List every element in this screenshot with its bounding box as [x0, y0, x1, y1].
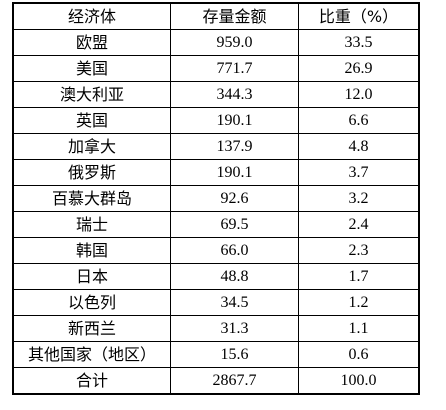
- cell-economy: 新西兰: [13, 315, 171, 342]
- table-row: 瑞士 69.5 2.4: [13, 211, 419, 238]
- table-row: 新西兰 31.3 1.1: [13, 315, 419, 342]
- cell-economy: 其他国家（地区）: [13, 341, 171, 368]
- cell-share: 2.3: [298, 237, 419, 264]
- cell-share: 1.1: [298, 315, 419, 342]
- cell-share: 3.2: [298, 185, 419, 212]
- cell-amount: 190.1: [170, 159, 299, 186]
- cell-amount: 92.6: [170, 185, 299, 212]
- cell-amount: 137.9: [170, 133, 299, 160]
- cell-amount: 34.5: [170, 289, 299, 316]
- cell-economy: 澳大利亚: [13, 81, 171, 108]
- header-economy: 经济体: [13, 3, 171, 30]
- cell-share: 26.9: [298, 55, 419, 82]
- table-row: 俄罗斯 190.1 3.7: [13, 159, 419, 186]
- cell-amount: 2867.7: [170, 367, 299, 394]
- cell-amount: 69.5: [170, 211, 299, 238]
- cell-share: 12.0: [298, 81, 419, 108]
- table-row: 欧盟 959.0 33.5: [13, 29, 419, 56]
- cell-share: 1.7: [298, 263, 419, 290]
- cell-amount: 48.8: [170, 263, 299, 290]
- table-total-row: 合计 2867.7 100.0: [13, 367, 419, 394]
- cell-economy: 合计: [13, 367, 171, 394]
- cell-share: 0.6: [298, 341, 419, 368]
- cell-economy: 日本: [13, 263, 171, 290]
- table-header-row: 经济体 存量金额 比重（%）: [13, 3, 419, 30]
- cell-amount: 771.7: [170, 55, 299, 82]
- table-row: 韩国 66.0 2.3: [13, 237, 419, 264]
- cell-economy: 俄罗斯: [13, 159, 171, 186]
- cell-share: 2.4: [298, 211, 419, 238]
- cell-economy: 欧盟: [13, 29, 171, 56]
- cell-amount: 959.0: [170, 29, 299, 56]
- cell-share: 100.0: [298, 367, 419, 394]
- cell-share: 4.8: [298, 133, 419, 160]
- cell-economy: 韩国: [13, 237, 171, 264]
- investment-stock-table: 经济体 存量金额 比重（%） 欧盟 959.0 33.5 美国 771.7 26…: [12, 2, 420, 395]
- cell-amount: 31.3: [170, 315, 299, 342]
- table-row: 百慕大群岛 92.6 3.2: [13, 185, 419, 212]
- cell-amount: 66.0: [170, 237, 299, 264]
- cell-amount: 190.1: [170, 107, 299, 134]
- table-row: 以色列 34.5 1.2: [13, 289, 419, 316]
- cell-economy: 以色列: [13, 289, 171, 316]
- cell-amount: 15.6: [170, 341, 299, 368]
- table-row: 日本 48.8 1.7: [13, 263, 419, 290]
- table-row: 加拿大 137.9 4.8: [13, 133, 419, 160]
- header-share: 比重（%）: [298, 3, 419, 30]
- cell-share: 3.7: [298, 159, 419, 186]
- cell-share: 6.6: [298, 107, 419, 134]
- cell-share: 33.5: [298, 29, 419, 56]
- cell-economy: 百慕大群岛: [13, 185, 171, 212]
- table-row: 其他国家（地区） 15.6 0.6: [13, 341, 419, 368]
- cell-economy: 瑞士: [13, 211, 171, 238]
- cell-economy: 美国: [13, 55, 171, 82]
- cell-economy: 加拿大: [13, 133, 171, 160]
- table-row: 美国 771.7 26.9: [13, 55, 419, 82]
- header-amount: 存量金额: [170, 3, 299, 30]
- table-row: 澳大利亚 344.3 12.0: [13, 81, 419, 108]
- table-row: 英国 190.1 6.6: [13, 107, 419, 134]
- cell-amount: 344.3: [170, 81, 299, 108]
- cell-share: 1.2: [298, 289, 419, 316]
- cell-economy: 英国: [13, 107, 171, 134]
